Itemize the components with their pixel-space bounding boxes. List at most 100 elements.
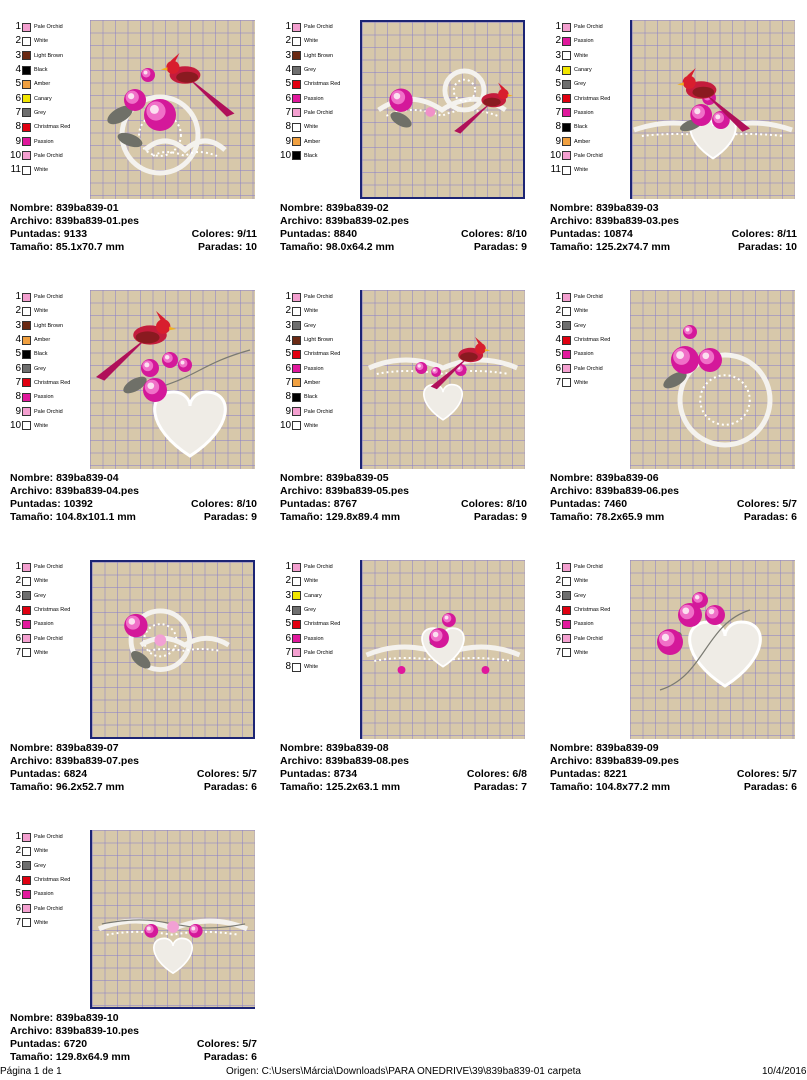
thread-color-row: 2 White	[280, 574, 360, 588]
color-swatch	[22, 918, 31, 928]
design-thumbnail	[360, 560, 525, 739]
thread-number: 6	[285, 632, 291, 644]
thread-number: 8	[555, 121, 561, 133]
thread-number: 10	[10, 149, 22, 161]
nombre-line: Nombre: 839ba839-09	[550, 742, 797, 755]
puntadas-value: 10392	[63, 498, 93, 510]
thread-color-row: 10 White	[280, 419, 360, 433]
nombre-label: Nombre:	[10, 1012, 54, 1024]
tamano-label: Tamaño:	[10, 241, 53, 253]
thread-name: Grey	[304, 322, 316, 329]
thread-color-row: 3 Grey	[10, 589, 90, 603]
thread-color-row: 8 White	[280, 120, 360, 134]
thread-color-row: 8 Christmas Red	[10, 120, 90, 134]
paradas-label: Paradas:	[473, 241, 519, 253]
thread-name: Passion	[574, 351, 594, 358]
color-swatch	[22, 904, 31, 914]
thread-color-row: 1 Pale Orchid	[280, 290, 360, 304]
thread-name: Canary	[34, 95, 52, 102]
color-swatch	[292, 392, 301, 402]
thread-number: 7	[555, 376, 561, 388]
thread-name: Passion	[304, 635, 324, 642]
puntadas-line: Puntadas: 6720 Colores: 5/7	[10, 1038, 257, 1051]
archivo-label: Archivo:	[280, 755, 323, 767]
thread-color-row: 8 White	[280, 660, 360, 674]
color-swatch	[22, 65, 31, 75]
thread-name: White	[34, 422, 49, 429]
thread-name: Grey	[574, 322, 586, 329]
thread-name: White	[304, 422, 319, 429]
nombre-line: Nombre: 839ba839-08	[280, 742, 527, 755]
tamano-label: Tamaño:	[550, 241, 593, 253]
thread-name: White	[34, 919, 49, 926]
color-swatch	[562, 619, 571, 629]
thread-name: White	[574, 308, 589, 315]
nombre-label: Nombre:	[10, 472, 54, 484]
colores-value: 8/10	[236, 498, 257, 510]
color-swatch	[292, 378, 301, 388]
thread-number: 1	[285, 561, 291, 573]
nombre-value: 839ba839-01	[56, 202, 119, 214]
thread-color-row: 4 Christmas Red	[10, 873, 90, 887]
design-card: 1 Pale Orchid 2 White 3 Canary 4 Grey 5 …	[280, 560, 538, 810]
colores-label: Colores:	[736, 768, 780, 780]
color-swatch	[22, 889, 31, 899]
thread-number: 7	[555, 646, 561, 658]
thread-name: Pale Orchid	[34, 905, 63, 912]
thread-number: 1	[555, 291, 561, 303]
thread-name: Passion	[34, 891, 54, 898]
design-card: 1 Pale Orchid 2 White 3 Grey 4 Christmas…	[10, 560, 268, 810]
thread-number: 8	[285, 121, 291, 133]
thread-name: White	[304, 578, 319, 585]
thread-number: 6	[285, 92, 291, 104]
thread-name: Black	[34, 351, 48, 358]
thread-name: White	[304, 664, 319, 671]
color-swatch	[292, 407, 301, 417]
thread-number: 7	[285, 376, 291, 388]
color-swatch	[22, 421, 31, 431]
color-swatch	[562, 137, 571, 147]
design-card: 1 Pale Orchid 2 White 3 Grey 4 Christmas…	[10, 830, 268, 1080]
color-swatch	[562, 165, 571, 175]
thread-number: 3	[555, 589, 561, 601]
color-swatch	[22, 321, 31, 331]
thread-color-row: 9 Passion	[10, 134, 90, 148]
thread-color-row: 3 White	[550, 49, 630, 63]
thread-color-row: 2 White	[10, 844, 90, 858]
thread-color-row: 4 Christmas Red	[550, 603, 630, 617]
embroidery-preview	[96, 311, 251, 458]
color-swatch	[22, 36, 31, 46]
archivo-line: Archivo: 839ba839-07.pes	[10, 755, 257, 768]
color-swatch	[22, 292, 31, 302]
archivo-label: Archivo:	[10, 1025, 53, 1037]
paradas-label: Paradas:	[198, 241, 243, 253]
archivo-value: 839ba839-05.pes	[325, 485, 409, 497]
color-swatch	[562, 122, 571, 132]
color-swatch	[292, 662, 301, 672]
thread-color-row: 6 Canary	[10, 91, 90, 105]
thread-number: 4	[555, 334, 561, 346]
nombre-label: Nombre:	[10, 202, 54, 214]
thread-number: 6	[15, 92, 21, 104]
thread-color-row: 3 Grey	[550, 319, 630, 333]
design-card: 1 Pale Orchid 2 White 3 Light Brown 4 Am…	[10, 290, 268, 540]
thread-number: 5	[15, 888, 21, 900]
thread-number: 5	[15, 348, 21, 360]
thread-number: 8	[15, 121, 21, 133]
thread-color-row: 5 Christmas Red	[280, 617, 360, 631]
color-swatch	[22, 306, 31, 316]
thread-number: 2	[555, 305, 561, 317]
design-card: 1 Pale Orchid 2 Passion 3 White 4 Canary…	[550, 20, 807, 270]
thread-name: Passion	[304, 95, 324, 102]
color-swatch	[22, 832, 31, 842]
paradas-value: 6	[791, 511, 797, 523]
paradas-label: Paradas:	[738, 241, 783, 253]
design-thumbnail	[630, 290, 795, 469]
thread-color-list: 1 Pale Orchid 2 Passion 3 White 4 Canary…	[550, 20, 630, 177]
color-swatch	[292, 108, 301, 118]
nombre-value: 839ba839-09	[596, 742, 659, 754]
paradas-label: Paradas:	[473, 511, 519, 523]
thread-color-row: 6 Pale Orchid	[10, 901, 90, 915]
thread-number: 2	[15, 845, 21, 857]
archivo-line: Archivo: 839ba839-09.pes	[550, 755, 797, 768]
